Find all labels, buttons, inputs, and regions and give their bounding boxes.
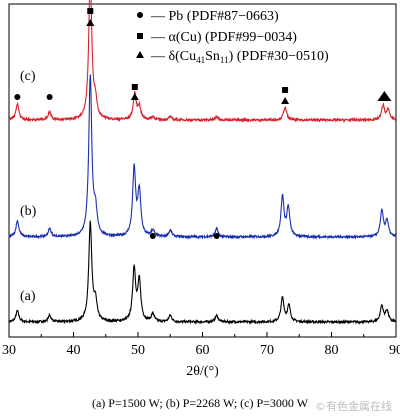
annotation-circle-10 (213, 233, 220, 239)
annotation-triangle-3 (86, 19, 95, 26)
x-tick-label-90: 90 (389, 343, 400, 358)
x-tick-label-50: 50 (131, 343, 145, 358)
legend-marker-square (137, 33, 143, 39)
x-tick-label-30: 30 (2, 343, 16, 358)
watermark: ©有色金属在线 (315, 400, 392, 413)
series-line-c (8, 0, 397, 124)
series-label-b: (b) (20, 204, 37, 219)
legend-label-circle: — Pb (PDF#87−0663) (150, 9, 279, 24)
series-line-a (8, 220, 397, 325)
x-axis: 30 40 50 60 70 80 90 2θ/(°) (2, 332, 400, 379)
legend-label-square: — α(Cu) (PDF#99−0034) (150, 30, 297, 45)
plot-frame (8, 3, 397, 338)
series-label-a: (a) (20, 289, 36, 304)
legend-marker-circle (137, 12, 143, 18)
annotation-circle-9 (149, 233, 156, 239)
annotation-circle-1 (46, 94, 53, 100)
annotation-square-6 (282, 87, 289, 93)
legend-marker-triangle (136, 51, 144, 58)
plot-area: (a) (b) (c) (8, 0, 397, 325)
x-tick-label-40: 40 (67, 343, 81, 358)
annotation-triangle-8 (377, 91, 392, 101)
legend-label-triangle: — δ(Cu41Sn11) (PDF#30−0510) (150, 49, 329, 65)
x-tick-label-70: 70 (260, 343, 274, 358)
series-label-c: (c) (20, 69, 36, 84)
figure-caption: (a) P=1500 W; (b) P=2268 W; (c) P=3000 W (91, 396, 309, 410)
annotation-square-2 (87, 8, 94, 14)
x-tick-label-80: 80 (325, 343, 339, 358)
annotation-triangle-5 (130, 93, 139, 100)
annotation-circle-0 (14, 94, 21, 100)
x-tick-label-60: 60 (196, 343, 210, 358)
xrd-chart: (a) (b) (c) — Pb (PDF#87−0663) — α(Cu) (PDF… (2, 0, 400, 379)
annotation-triangle-7 (281, 97, 290, 104)
legend: — Pb (PDF#87−0663) — α(Cu) (PDF#99−0034) —… (136, 9, 329, 65)
series-line-b (8, 74, 397, 240)
x-axis-title: 2θ/(°) (186, 364, 219, 379)
annotation-square-4 (131, 84, 138, 90)
